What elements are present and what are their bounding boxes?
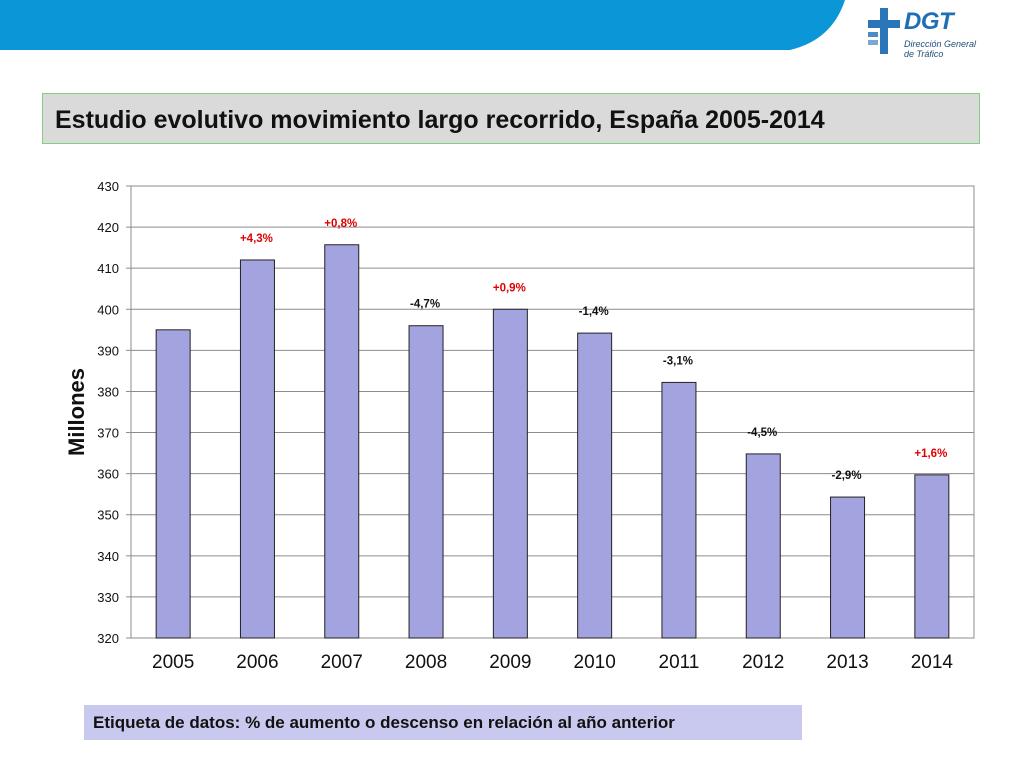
x-tick-label-2011: 2011: [659, 652, 700, 673]
data-label-2014: +1,6%: [914, 448, 947, 460]
logo-subtitle-line2: de Tráfico: [904, 49, 944, 59]
data-label-2013: -2,9%: [832, 470, 862, 482]
data-label-2010: -1,4%: [579, 306, 609, 318]
y-tick-label: 340: [97, 549, 119, 564]
x-tick-label-2014: 2014: [911, 652, 954, 673]
bar-2007: [324, 244, 360, 639]
bar-2010: [577, 332, 613, 639]
x-tick-label-2013: 2013: [826, 652, 868, 673]
bar-2012: [745, 453, 781, 639]
y-axis-label: Millones: [64, 368, 89, 456]
bar-2008: [408, 325, 444, 639]
y-tick-label: 420: [97, 220, 119, 235]
x-tick-label-2012: 2012: [742, 652, 784, 673]
y-tick-label: 430: [97, 179, 119, 194]
page-title: Estudio evolutivo movimiento largo recor…: [55, 106, 825, 134]
x-tick-label-2006: 2006: [236, 652, 278, 673]
y-tick-label: 410: [97, 261, 119, 276]
bar-2011: [661, 381, 697, 639]
bar-2014: [914, 474, 950, 639]
bar-2005: [155, 329, 191, 639]
footnote-text: Etiqueta de datos: % de aumento o descen…: [93, 713, 675, 732]
title-box: Estudio evolutivo movimiento largo recor…: [42, 93, 980, 144]
data-label-2009: +0,9%: [493, 282, 526, 294]
dgt-logo-icon: [868, 8, 900, 54]
bar-2006: [239, 259, 275, 639]
y-tick-label: 360: [97, 467, 119, 482]
y-tick-label: 330: [97, 590, 119, 605]
x-tick-label-2009: 2009: [489, 652, 531, 673]
top-banner: [0, 0, 845, 50]
dgt-logo: DGT Dirección General de Tráfico: [866, 6, 986, 62]
y-tick-label: 380: [97, 384, 119, 399]
x-tick-label-2007: 2007: [321, 652, 363, 673]
logo-subtitle-line1: Dirección General: [904, 39, 977, 49]
x-tick-label-2010: 2010: [574, 652, 616, 673]
y-tick-label: 400: [97, 302, 119, 317]
data-label-2008: -4,7%: [410, 299, 440, 311]
logo-wordmark: DGT: [904, 8, 954, 35]
data-label-2012: -4,5%: [747, 427, 777, 439]
bar-2013: [830, 496, 866, 639]
x-tick-label-2008: 2008: [405, 652, 447, 673]
data-label-2007: +0,8%: [324, 218, 357, 230]
data-label-2006: +4,3%: [240, 233, 273, 245]
logo-subtitle: Dirección General de Tráfico: [904, 39, 988, 59]
y-tick-label: 350: [97, 508, 119, 523]
data-label-2011: -3,1%: [663, 355, 693, 367]
y-tick-label: 390: [97, 343, 119, 358]
y-tick-label: 320: [97, 631, 119, 646]
footnote-box: Etiqueta de datos: % de aumento o descen…: [84, 705, 802, 740]
x-tick-label-2005: 2005: [152, 652, 194, 673]
bar-2009: [492, 308, 528, 639]
y-tick-label: 370: [97, 426, 119, 441]
